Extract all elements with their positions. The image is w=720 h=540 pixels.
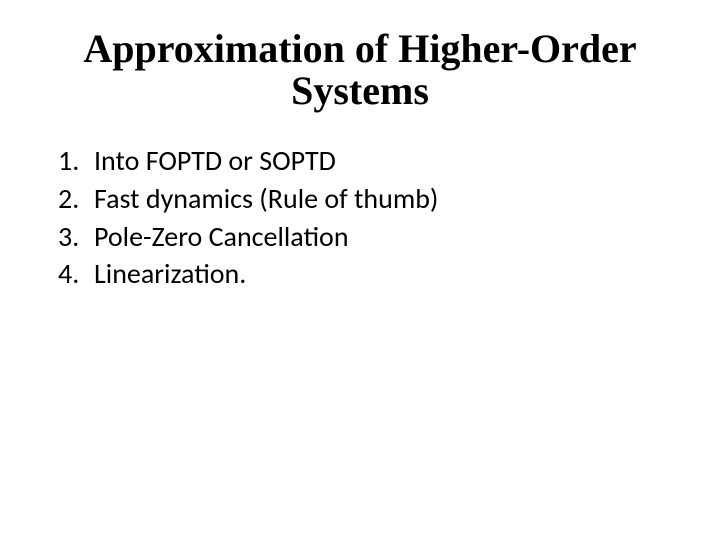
slide-container: Approximation of Higher-Order Systems 1.… — [0, 0, 720, 540]
list-item: 1. Into FOPTD or SOPTD — [58, 142, 680, 180]
numbered-list: 1. Into FOPTD or SOPTD 2. Fast dynamics … — [40, 142, 680, 293]
list-number: 3. — [58, 218, 94, 256]
list-text: Linearization. — [94, 255, 680, 293]
list-text: Pole-Zero Cancellation — [94, 218, 680, 256]
list-text: Into FOPTD or SOPTD — [94, 142, 680, 180]
list-item: 2. Fast dynamics (Rule of thumb) — [58, 180, 680, 218]
list-item: 4. Linearization. — [58, 255, 680, 293]
list-text: Fast dynamics (Rule of thumb) — [94, 180, 680, 218]
list-item: 3. Pole-Zero Cancellation — [58, 218, 680, 256]
slide-title: Approximation of Higher-Order Systems — [40, 28, 680, 112]
list-number: 2. — [58, 180, 94, 218]
list-number: 4. — [58, 255, 94, 293]
list-number: 1. — [58, 142, 94, 180]
